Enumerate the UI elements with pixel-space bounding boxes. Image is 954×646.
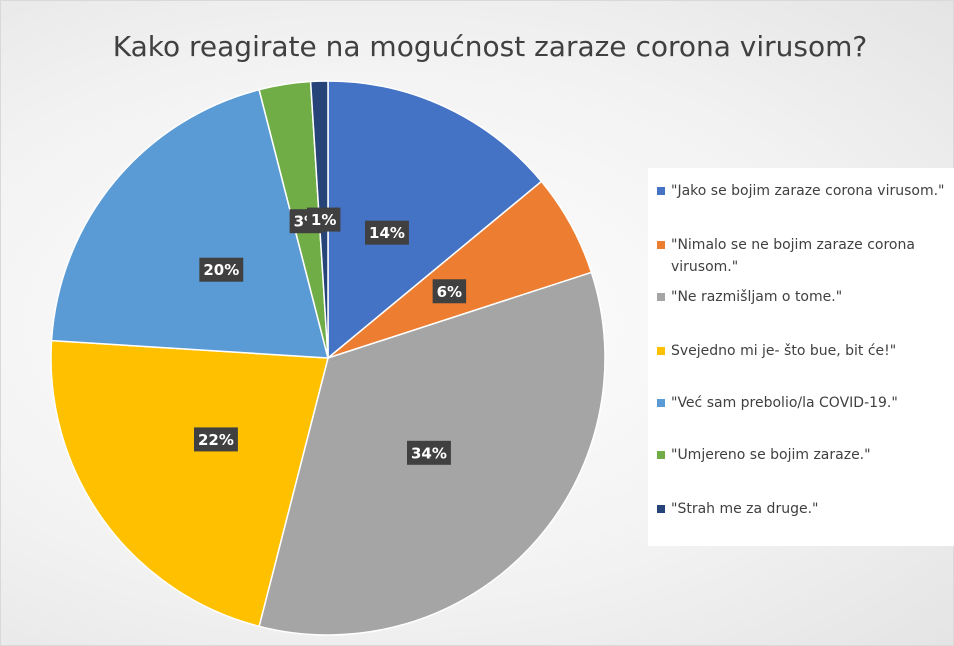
data-label-box <box>193 427 238 452</box>
data-label: 14% <box>365 220 409 245</box>
legend-item: "Nimalo se ne bojim zaraze corona viruso… <box>657 234 954 278</box>
legend-item: "Već sam prebolio/la COVID-19." <box>657 392 954 414</box>
legend: "Jako se bojim zaraze corona virusom." "N… <box>648 168 954 546</box>
legend-swatch <box>657 451 665 459</box>
data-label: 1% <box>306 207 341 232</box>
data-label-text: 14% <box>369 224 405 242</box>
legend-item: Svejedno mi je- što bue, bit će!" <box>657 340 954 362</box>
legend-item: "Jako se bojim zaraze corona virusom." <box>657 180 954 202</box>
legend-label: "Jako se bojim zaraze corona virusom." <box>671 183 945 199</box>
data-label-text: 22% <box>198 431 234 449</box>
legend-swatch <box>657 505 665 513</box>
legend-item: "Strah me za druge." <box>657 498 954 520</box>
legend-label: "Već sam prebolio/la COVID-19." <box>671 395 898 411</box>
legend-swatch <box>657 399 665 407</box>
legend-item: "Ne razmišljam o tome." <box>657 286 954 308</box>
pie-slice <box>50 88 329 359</box>
data-label-box <box>199 257 244 282</box>
chart-title: Kako reagirate na mogućnost zaraze coron… <box>113 30 868 63</box>
pie-slice <box>327 80 543 360</box>
data-label-box <box>365 220 409 245</box>
legend-item: "Umjereno se bojim zaraze." <box>657 444 954 466</box>
legend-swatch <box>657 241 665 249</box>
pie-slice <box>50 339 329 628</box>
legend-label: "Strah me za druge." <box>671 501 819 517</box>
data-label-text: 6% <box>437 283 462 301</box>
data-label-box <box>432 279 467 304</box>
data-label-box <box>407 440 451 465</box>
legend-label: "Nimalo se ne bojim zaraze corona viruso… <box>671 237 915 275</box>
legend-label: "Ne razmišljam o tome." <box>671 289 843 305</box>
legend-label: Svejedno mi je- što bue, bit će!" <box>671 343 897 359</box>
legend-swatch <box>657 293 665 301</box>
legend-label: "Umjereno se bojim zaraze." <box>671 447 871 463</box>
data-label: 22% <box>193 427 238 452</box>
data-label: 34% <box>407 440 451 465</box>
legend-swatch <box>657 187 665 195</box>
data-label: 6% <box>432 279 467 304</box>
legend-swatch <box>657 347 665 355</box>
data-label: 20% <box>199 257 244 282</box>
data-label-text: 1% <box>311 211 336 229</box>
data-label-box <box>306 207 341 232</box>
data-label-text: 20% <box>203 261 239 279</box>
data-label-text: 34% <box>411 444 447 462</box>
